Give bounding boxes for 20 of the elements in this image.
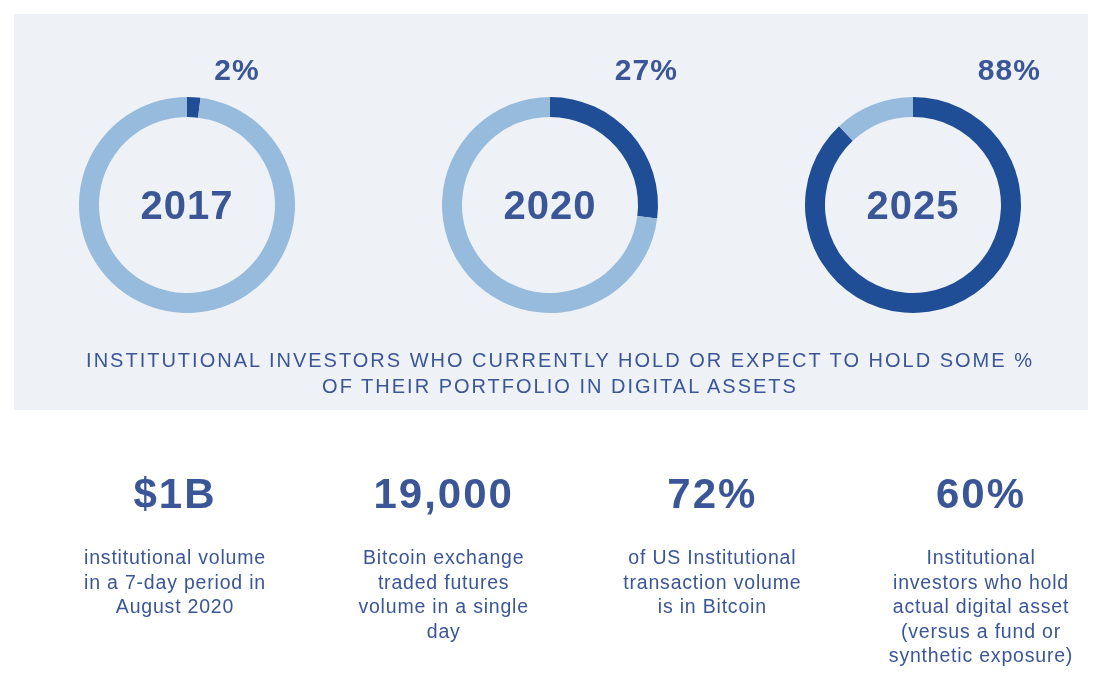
text: Bitcoin exchange traded futures volume in a single day — [358, 546, 529, 642]
data-label: 2% — [214, 53, 260, 86]
text: institutional volume in a 7-day period in August 2020 — [84, 546, 266, 617]
text: 72% — [667, 470, 758, 517]
text: 2020 — [503, 183, 597, 227]
donut-slice — [79, 97, 295, 313]
data-label: 88% — [977, 53, 1041, 86]
text: INSTITUTIONAL INVESTORS WHO CURRENTLY HOLD OR EXPECT TO HOLD SOME % OF THEIR PORTFOLIO IN DIGITAL ASSETS — [86, 349, 1034, 397]
donut-slice — [839, 97, 913, 141]
donut-slice — [187, 97, 201, 118]
data-label: 27% — [614, 53, 678, 86]
text: Institutional investors who hold actual digital asset (versus a fund or synthetic exposure) — [888, 546, 1074, 666]
donut-slice — [442, 97, 658, 313]
text: 19,000 — [373, 470, 514, 517]
text: 2017 — [140, 183, 234, 227]
text: $1B — [133, 470, 217, 517]
text: 60% — [935, 470, 1027, 517]
donut-slice — [805, 97, 1021, 313]
text: 2025 — [866, 183, 960, 227]
text: of US Institutional transaction volume is in Bitcoin — [623, 546, 802, 617]
